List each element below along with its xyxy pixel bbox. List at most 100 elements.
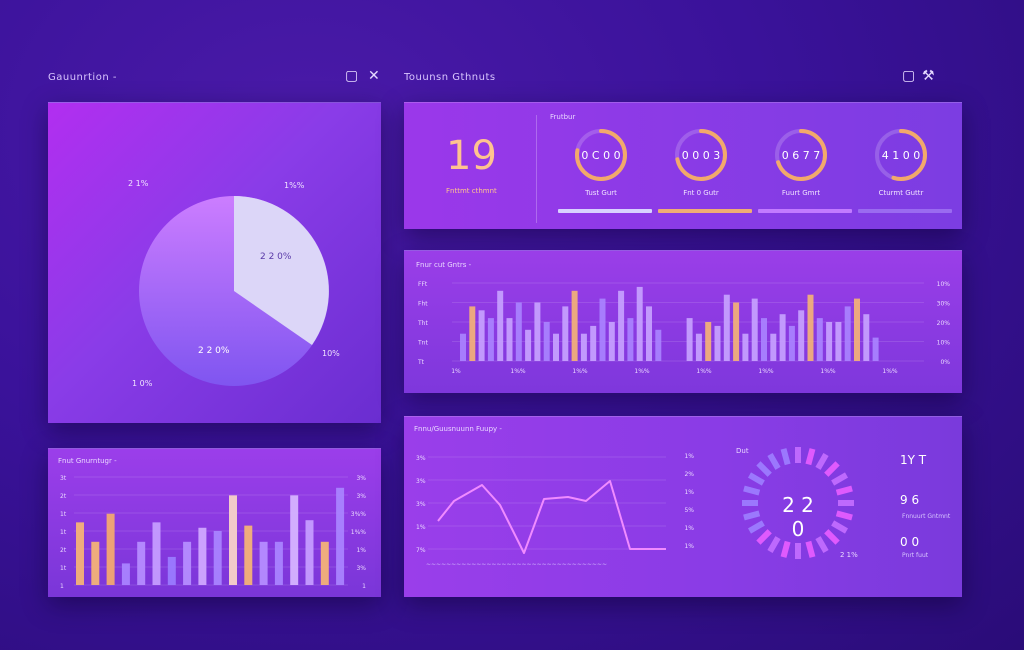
stat-2-value: 9 6 bbox=[900, 493, 920, 507]
bar bbox=[497, 290, 504, 361]
bar bbox=[826, 322, 833, 361]
y-tick-left: 7% bbox=[416, 547, 426, 554]
pie-slice-purple-label: 2 2 0% bbox=[198, 346, 230, 356]
bar-panel-left-title: Fnut Gnurntugr - bbox=[58, 457, 117, 465]
bar bbox=[137, 541, 146, 585]
close-icon[interactable]: ✕ bbox=[368, 68, 380, 84]
kpi-panel: Frutbur 19 Fnttmt cthmnt 0 C 0 0 Tust Gur… bbox=[404, 102, 962, 229]
radial-segment bbox=[780, 540, 791, 558]
y-tick-right: 0% bbox=[940, 359, 950, 366]
bar bbox=[714, 325, 721, 361]
radial-segment bbox=[748, 472, 765, 486]
bar bbox=[723, 294, 730, 361]
square-icon[interactable]: ▢ bbox=[345, 68, 359, 84]
y-tick-left: FFt bbox=[418, 281, 428, 288]
pie-slice-light bbox=[234, 196, 329, 345]
progress-bar bbox=[858, 209, 952, 213]
progress-bar bbox=[558, 209, 652, 213]
bar bbox=[646, 306, 652, 361]
gauge-row: 0 C 0 0 Tust Gurt 0 0 0 3 Fnt 0 Gutr 0 6 7 7… bbox=[558, 129, 952, 213]
bar bbox=[213, 531, 222, 585]
bar bbox=[798, 310, 805, 361]
bar bbox=[788, 325, 795, 361]
x-tick: 1% bbox=[451, 368, 461, 375]
bar bbox=[571, 290, 578, 361]
bar bbox=[733, 302, 740, 361]
bar bbox=[290, 495, 299, 585]
bar bbox=[305, 520, 314, 585]
bar bbox=[320, 541, 329, 585]
line-panel: Fnnu/Guusnuunn Fuupy - 3% 3% 3% 1% 7% 1% 2% 1% 5… bbox=[404, 416, 962, 597]
y-tick-right: 1%% bbox=[351, 529, 367, 536]
y-tick-left: 3% bbox=[416, 501, 426, 508]
progress-bar bbox=[658, 209, 752, 213]
bar bbox=[835, 322, 842, 361]
bar bbox=[534, 302, 541, 361]
bar bbox=[636, 286, 643, 361]
pie-label-bottom-left: 1 0% bbox=[132, 379, 153, 388]
tools-icon[interactable]: ⚒ bbox=[922, 68, 935, 84]
radial-segment bbox=[743, 510, 761, 521]
radial-segment bbox=[824, 529, 840, 545]
y-tick-right: 3%% bbox=[351, 511, 367, 518]
radial-segment bbox=[824, 461, 840, 477]
bar bbox=[553, 333, 559, 361]
line-series bbox=[437, 480, 666, 554]
y-tick-right: 1 bbox=[362, 583, 366, 590]
y-tick-left: Tnt bbox=[417, 340, 428, 347]
bar-panel-top: Fnur cut Gntrs - FFt 10% Fht 30% Tht 20% Tnt 10… bbox=[404, 250, 962, 393]
radial-segment bbox=[805, 540, 816, 558]
bar bbox=[525, 329, 532, 361]
bar bbox=[167, 556, 176, 585]
bar bbox=[695, 333, 702, 361]
radial-value: 2 2 0 bbox=[782, 493, 814, 541]
y-tick-right: 3% bbox=[356, 475, 366, 482]
bar-chart-top: FFt 10% Fht 30% Tht 20% Tnt 10% Tt 0% 1% 1%% 1%% 1%% 1… bbox=[417, 281, 951, 375]
y-tick-right: 1% bbox=[684, 543, 694, 550]
y-tick-left: 3t bbox=[60, 475, 67, 482]
y-tick-right: 30% bbox=[937, 301, 951, 308]
radial-segment bbox=[748, 520, 765, 534]
bar bbox=[198, 527, 207, 585]
bar bbox=[562, 306, 569, 361]
x-tick: 1%% bbox=[758, 368, 774, 375]
line-chart: 3% 3% 3% 1% 7% 1% 2% 1% 5% 1% 1% bbox=[416, 447, 854, 559]
radial-top-label: Dut bbox=[736, 447, 749, 455]
bar bbox=[506, 318, 513, 361]
bar bbox=[487, 318, 494, 361]
bar bbox=[274, 541, 283, 585]
radial-bottom-label: 2 1% bbox=[840, 551, 858, 559]
bar bbox=[742, 333, 749, 361]
gauge-arc bbox=[575, 129, 627, 181]
bar bbox=[76, 522, 84, 585]
y-tick-left: 1 bbox=[60, 583, 64, 590]
square-icon[interactable]: ▢ bbox=[902, 68, 916, 84]
bar bbox=[183, 541, 192, 585]
bar bbox=[336, 487, 345, 585]
bar bbox=[91, 541, 100, 585]
pie-chart: 2 2 0% 2 2 0% bbox=[139, 196, 329, 386]
gauge-caption: Tust Gurt bbox=[584, 189, 617, 197]
bar bbox=[854, 298, 860, 361]
pie-panel: 2 1% 1%% 10% 1 0% 2 2 0% 2 2 0% bbox=[48, 102, 381, 423]
y-tick-right: 1% bbox=[356, 547, 366, 554]
gauge-value: 4 1 0 0 bbox=[882, 149, 920, 162]
bar bbox=[515, 302, 522, 361]
pie-label-right: 10% bbox=[322, 349, 340, 358]
radial-segment bbox=[756, 461, 772, 477]
y-tick-left: 2t bbox=[60, 547, 67, 554]
pie-label-top-left: 2 1% bbox=[128, 179, 149, 188]
bar bbox=[106, 513, 115, 585]
y-tick-left: 1t bbox=[60, 565, 67, 572]
y-tick-left: 3% bbox=[416, 478, 426, 485]
line-x-axis-text: ∼∼∼∼∼∼∼∼∼∼∼∼∼∼∼∼∼∼∼∼∼∼∼∼∼∼∼∼∼∼∼∼∼∼∼∼ bbox=[426, 561, 607, 568]
bar bbox=[460, 333, 466, 361]
left-window-title: Gauunrtion - bbox=[48, 72, 117, 83]
radial-segment bbox=[835, 510, 853, 521]
y-tick-right: 3% bbox=[356, 493, 366, 500]
bar bbox=[599, 298, 606, 361]
bar bbox=[844, 306, 851, 361]
bar bbox=[469, 306, 476, 361]
y-tick-right: 1% bbox=[684, 489, 694, 496]
stat-1-value: 1Y T bbox=[900, 453, 927, 467]
